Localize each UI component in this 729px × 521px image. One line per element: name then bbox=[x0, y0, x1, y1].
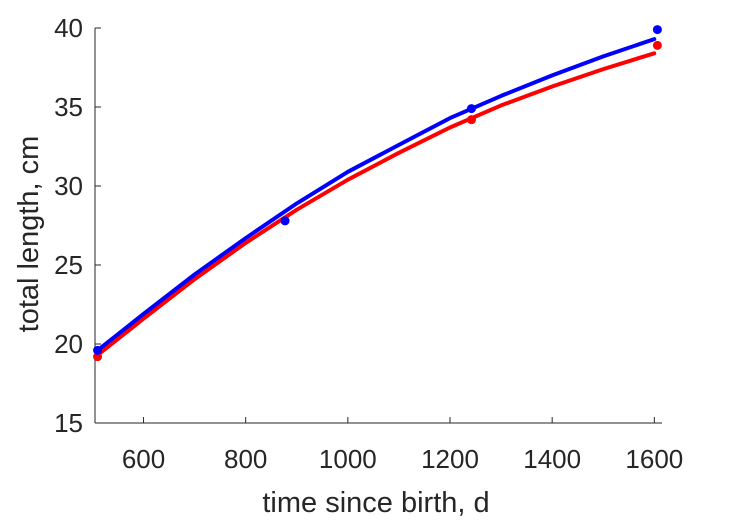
series-curve bbox=[95, 51, 657, 358]
series-curve bbox=[95, 37, 657, 353]
x-axis-label: time since birth, d bbox=[262, 487, 489, 519]
y-tick-label: 25 bbox=[54, 250, 83, 280]
y-axis-label: total length, cm bbox=[13, 136, 45, 333]
data-point bbox=[93, 352, 103, 362]
x-tick-label: 800 bbox=[224, 444, 267, 474]
y-tick-label: 20 bbox=[54, 329, 83, 359]
data-point bbox=[652, 25, 662, 35]
y-tick-label: 15 bbox=[54, 408, 83, 438]
data-point bbox=[466, 115, 476, 125]
data-point bbox=[652, 40, 662, 50]
axes bbox=[94, 28, 662, 424]
y-tick-label: 30 bbox=[54, 171, 83, 201]
x-tick-label: 1400 bbox=[523, 444, 581, 474]
data-point bbox=[466, 104, 476, 114]
x-tick-label: 1600 bbox=[625, 444, 683, 474]
y-tick-label: 35 bbox=[54, 92, 83, 122]
ticks: 600 800 1000 1200 1400 1600 15 20 25 30 35 40 bbox=[54, 13, 683, 474]
y-tick-label: 40 bbox=[54, 13, 83, 43]
data-point bbox=[93, 345, 103, 355]
data-point bbox=[280, 216, 290, 226]
x-tick-label: 1000 bbox=[319, 444, 377, 474]
x-tick-label: 600 bbox=[122, 444, 165, 474]
x-tick-label: 1200 bbox=[421, 444, 479, 474]
series-curves bbox=[95, 37, 657, 358]
series-markers bbox=[93, 25, 662, 362]
